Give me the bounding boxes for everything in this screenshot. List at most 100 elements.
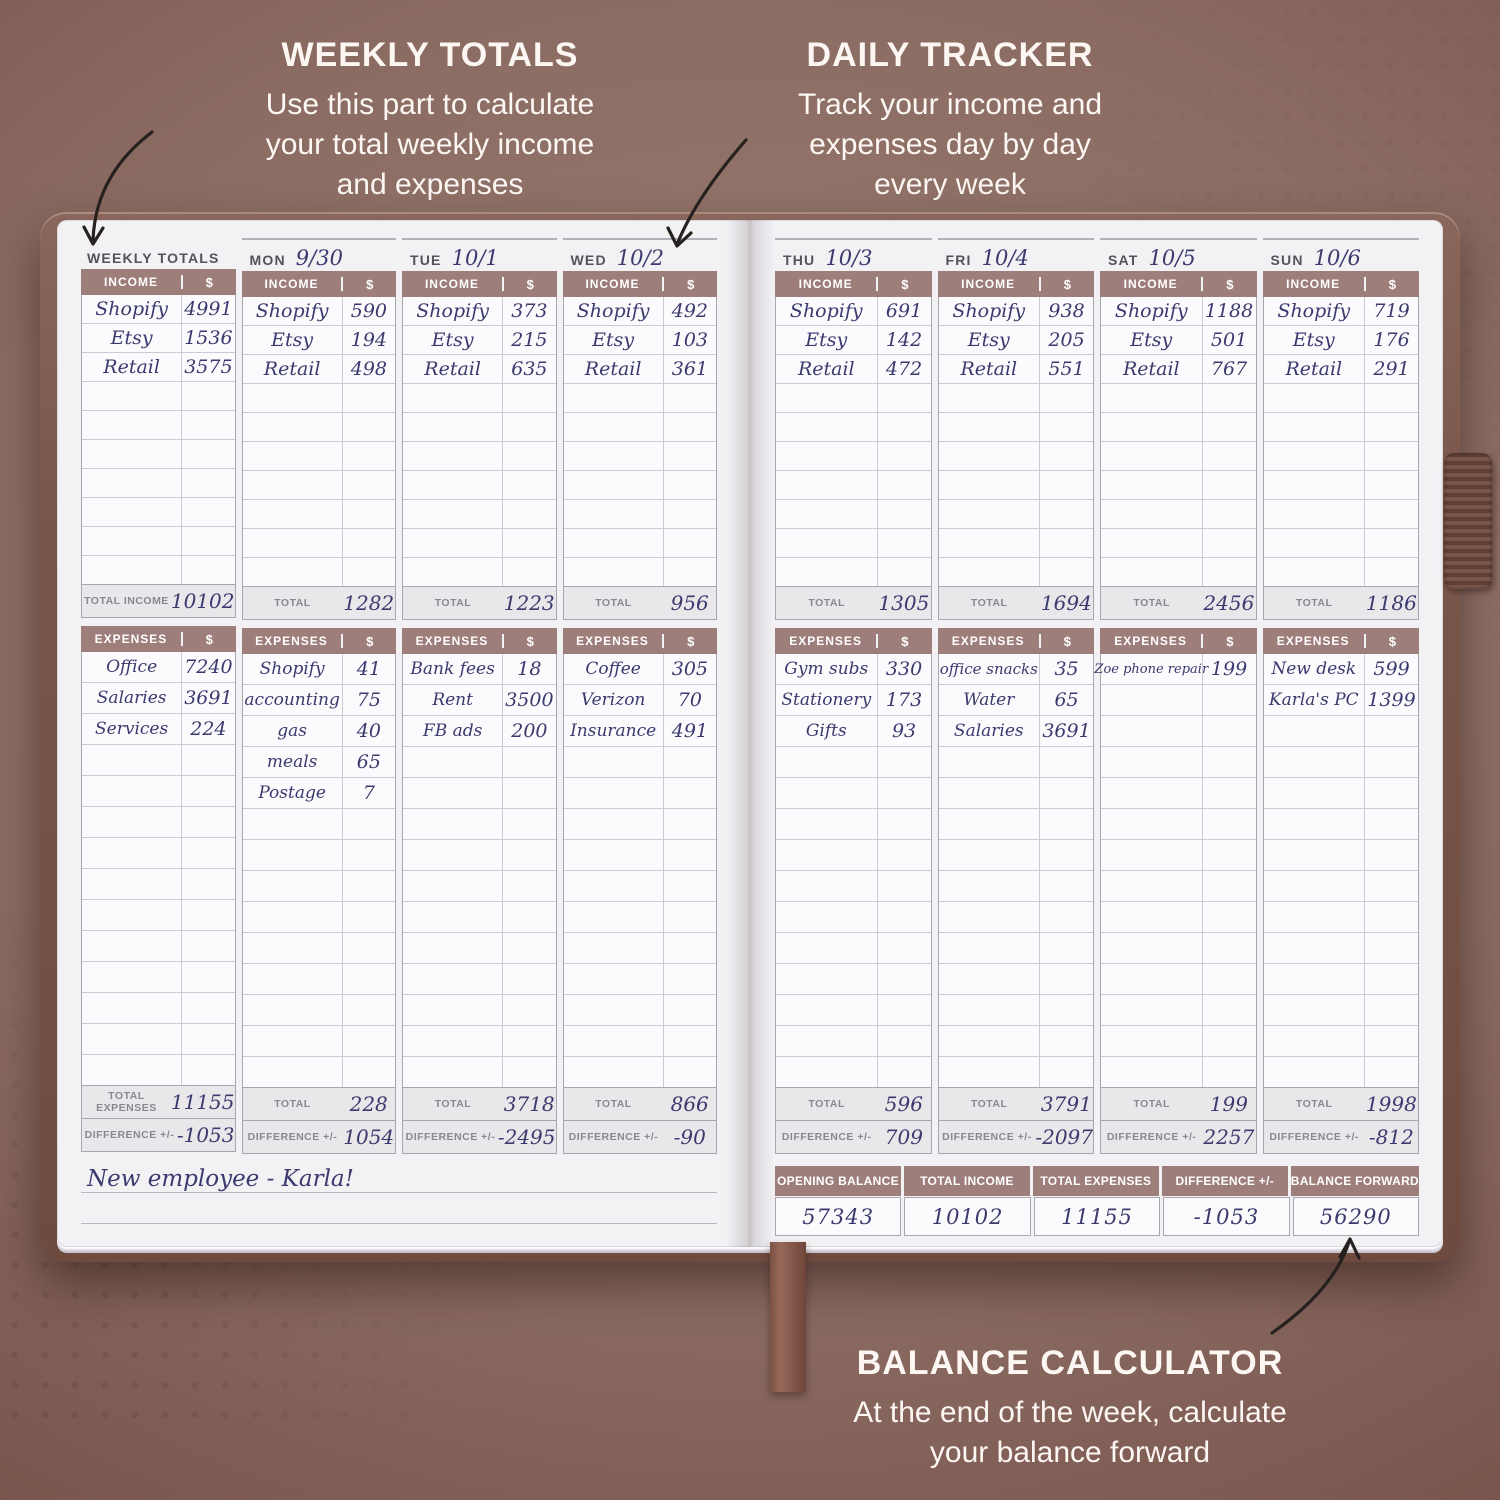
day-label: SUN bbox=[1270, 252, 1304, 268]
expense-row bbox=[403, 871, 556, 902]
entry-name-cell: Retail bbox=[243, 355, 343, 383]
income-entry-name: Shopify bbox=[1114, 300, 1188, 322]
expense-row bbox=[938, 809, 1093, 840]
entry-amount-cell: 173 bbox=[878, 685, 931, 715]
income-row bbox=[403, 384, 556, 413]
entry-amount-cell bbox=[503, 442, 555, 470]
difference-label: DIFFERENCE +/- bbox=[84, 1129, 175, 1141]
total-income-value: 2456 bbox=[1203, 591, 1255, 615]
income-row bbox=[242, 413, 395, 442]
expense-row bbox=[1263, 1026, 1418, 1057]
expense-row bbox=[242, 902, 395, 933]
entry-amount-cell bbox=[503, 384, 555, 412]
entry-amount-cell bbox=[1203, 500, 1256, 528]
note-line: New employee - Karla! bbox=[81, 1162, 717, 1193]
expense-row: Insurance 491 bbox=[563, 716, 716, 747]
date-handwritten: 10/1 bbox=[451, 246, 499, 270]
expense-row bbox=[563, 902, 716, 933]
balance-header-balance-forward: BALANCE FORWARD bbox=[1290, 1166, 1420, 1196]
entry-name-cell: Zoe phone repair bbox=[1094, 654, 1208, 684]
entry-amount-cell bbox=[343, 840, 395, 870]
total-expenses-row: TOTAL 3718 bbox=[402, 1087, 557, 1121]
expense-row bbox=[563, 995, 716, 1026]
day-label: THU bbox=[783, 252, 816, 268]
entry-name-cell bbox=[1101, 500, 1203, 528]
day-label: WED bbox=[570, 252, 607, 268]
expense-row bbox=[938, 840, 1093, 871]
expense-row bbox=[563, 809, 716, 840]
expense-rows: New desk 599 Karla's PC 1399 bbox=[1262, 654, 1419, 1088]
entry-amount-cell bbox=[182, 1024, 234, 1054]
income-entry-name: Etsy bbox=[805, 329, 848, 351]
income-row bbox=[242, 471, 395, 500]
expense-row: Shopify 41 bbox=[242, 654, 395, 685]
expense-row bbox=[82, 1024, 235, 1055]
income-row: Shopify 4991 bbox=[82, 295, 235, 324]
total-income-value: 1694 bbox=[1040, 591, 1092, 615]
dollar-sign-label: $ bbox=[1063, 276, 1071, 292]
income-row bbox=[1101, 558, 1256, 586]
dollar-sign-label: $ bbox=[205, 631, 213, 647]
entry-name-cell bbox=[1101, 442, 1203, 470]
income-entry-amount: 3575 bbox=[184, 356, 233, 378]
entry-name-cell: accounting bbox=[243, 685, 343, 715]
entry-name-cell: Etsy bbox=[1101, 326, 1203, 354]
entry-name-cell bbox=[1101, 716, 1203, 746]
income-entry-name: Etsy bbox=[967, 329, 1010, 351]
expenses-header-bar: EXPENSES $ bbox=[1100, 628, 1257, 654]
expenses-label: EXPENSES bbox=[563, 634, 665, 648]
entry-amount-cell bbox=[343, 964, 395, 994]
entry-name-cell bbox=[82, 838, 183, 868]
entry-name-cell bbox=[776, 529, 878, 557]
income-row bbox=[403, 442, 556, 471]
expense-row bbox=[938, 964, 1093, 995]
income-rows: Shopify 691 Etsy 142 Retail 472 bbox=[775, 297, 932, 587]
expense-entry-amount: 224 bbox=[190, 718, 227, 740]
expense-row: office snacks 35 bbox=[938, 654, 1093, 685]
entry-amount-cell bbox=[1040, 558, 1093, 586]
entry-amount-cell: 719 bbox=[1365, 297, 1418, 325]
entry-amount-cell bbox=[878, 747, 931, 777]
entry-name-cell: Office bbox=[82, 652, 183, 682]
expense-entry-amount: 75 bbox=[356, 689, 381, 711]
income-row bbox=[938, 471, 1093, 500]
income-row: Shopify 938 bbox=[938, 297, 1093, 326]
difference-row: DIFFERENCE +/- 2257 bbox=[1100, 1121, 1257, 1154]
annotation-line: and expenses bbox=[336, 168, 524, 201]
income-entry-name: Etsy bbox=[1292, 329, 1335, 351]
income-row: Etsy 501 bbox=[1101, 326, 1256, 355]
entry-amount-cell bbox=[878, 778, 931, 808]
entry-amount-cell bbox=[1365, 716, 1418, 746]
date-handwritten: 10/5 bbox=[1148, 246, 1196, 270]
entry-name-cell bbox=[82, 556, 183, 584]
entry-amount-cell: 70 bbox=[664, 685, 716, 715]
expense-row bbox=[1101, 778, 1256, 809]
income-label: INCOME bbox=[938, 277, 1041, 291]
entry-name-cell bbox=[939, 1057, 1041, 1087]
entry-name-cell: Shopify bbox=[243, 297, 343, 325]
dollar-sign-label: $ bbox=[687, 276, 695, 292]
entry-amount-cell bbox=[878, 902, 931, 932]
entry-amount-cell bbox=[1040, 778, 1093, 808]
expense-rows: Bank fees 18 Rent 3500 FB ads 200 bbox=[402, 654, 557, 1088]
date-handwritten: 10/2 bbox=[616, 246, 664, 270]
total-income-row: TOTAL INCOME 10102 bbox=[81, 584, 236, 618]
entry-name-cell bbox=[243, 871, 343, 901]
entry-amount-cell bbox=[878, 384, 931, 412]
entry-name-cell bbox=[1101, 1026, 1203, 1056]
income-row bbox=[563, 471, 716, 500]
entry-name-cell bbox=[939, 747, 1041, 777]
annotation-line: your total weekly income bbox=[265, 128, 595, 161]
page-gutter-shadow bbox=[726, 220, 774, 1247]
income-row: Retail 635 bbox=[403, 355, 556, 384]
entry-amount-cell bbox=[1203, 871, 1256, 901]
expense-row bbox=[776, 995, 931, 1026]
entry-name-cell bbox=[243, 1026, 343, 1056]
income-label: INCOME bbox=[402, 277, 504, 291]
total-expenses-value: 866 bbox=[670, 1092, 709, 1116]
entry-amount-cell bbox=[343, 442, 395, 470]
income-header-bar: INCOME $ bbox=[562, 271, 717, 297]
entry-name-cell bbox=[776, 809, 878, 839]
dollar-sign-label: $ bbox=[366, 276, 374, 292]
entry-amount-cell bbox=[503, 1057, 555, 1087]
